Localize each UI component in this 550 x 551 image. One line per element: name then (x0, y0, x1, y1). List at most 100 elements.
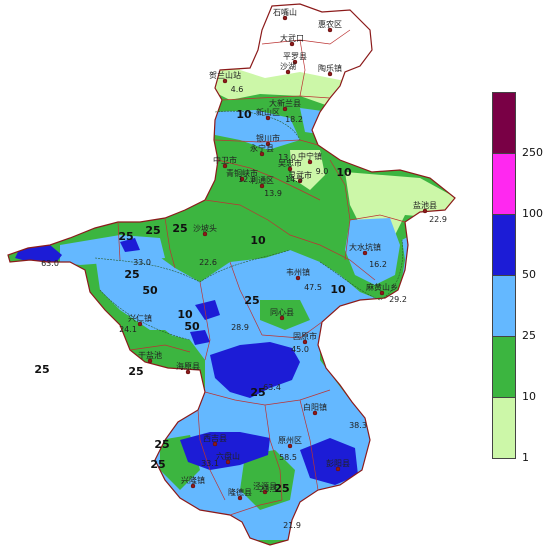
town-name: 干盐池 (138, 350, 162, 360)
town-name: 原州区 (278, 436, 302, 445)
rainfall-value: 38.3 (349, 421, 367, 430)
town-dot (239, 176, 245, 182)
town-name: 灵武市 (288, 170, 312, 180)
rainfall-value: 12.3 (238, 175, 256, 184)
rain-band-50-100-southeast (300, 438, 358, 485)
contour-value-label: 10 (330, 283, 346, 296)
town-name: 韦州镇 (286, 267, 310, 277)
town-name: 海原县 (176, 361, 200, 371)
town-name: 青铜峡市 (226, 168, 258, 178)
contour-value-label: 10 (177, 308, 193, 321)
value-labels: 4.6 18.2 13.0 9.0 14.313.9 12.3 22.9 16.2 29.2 47… (41, 85, 447, 530)
town-name: 麻黄山乡 (366, 282, 398, 292)
rainfall-value: 28.9 (231, 323, 249, 332)
rainfall-value: 21.9 (283, 521, 301, 530)
county-boundary (299, 39, 306, 97)
county-boundary (229, 499, 283, 516)
contour-value-label: 25 (145, 224, 160, 237)
legend-tick-label: 100 (522, 207, 543, 220)
rainfall-value: 33.1 (201, 459, 219, 468)
town-name: 吴忠市 (278, 158, 302, 168)
county-boundaries (117, 29, 406, 516)
contour-line (94, 249, 291, 283)
rainfall-value: 16.2 (369, 260, 387, 269)
town-dot (185, 369, 191, 375)
contour-value-label: 50 (184, 320, 200, 333)
rainfall-value: 23.3 (259, 485, 277, 494)
town-dot (362, 250, 368, 256)
legend-tick-label: 250 (522, 146, 543, 159)
town-name: 六盘山 (216, 451, 240, 461)
contour-line (99, 289, 191, 341)
legend-tick-label: 25 (522, 329, 536, 342)
town-dot (302, 339, 308, 345)
town-name: 盐池县 (413, 200, 437, 210)
county-boundary (221, 95, 331, 101)
rainfall-value: 33.0 (133, 258, 151, 267)
town-dot (282, 106, 288, 112)
county-boundary (264, 404, 283, 501)
county-boundary (214, 139, 319, 146)
town-dot (202, 231, 208, 237)
legend-color-box (492, 214, 516, 276)
county-boundary (164, 217, 176, 269)
rainfall-value: 63.0 (41, 259, 59, 268)
county-boundary (299, 399, 319, 491)
town-name: 白阳镇 (303, 402, 327, 412)
rainfall-value: 58.5 (279, 453, 297, 462)
rain-band-10-25-island-west (120, 330, 190, 380)
rainfall-value: 4.6 (231, 85, 244, 94)
town-name: 新山区 (256, 107, 280, 117)
contour-value-label: 25 (128, 365, 143, 378)
town-dot (137, 321, 143, 327)
town-dot (295, 275, 301, 281)
town-name: 沙湖 (280, 62, 296, 71)
town-dot (259, 183, 265, 189)
contour-value-label: 10 (336, 166, 352, 179)
rainfall-value: 9.0 (316, 167, 329, 176)
legend-tick-label: 1 (522, 451, 529, 464)
contour-value-label: 10 (250, 234, 266, 247)
town-dot (287, 166, 293, 172)
rainfall-value: 14.3 (285, 175, 303, 184)
town-dot (222, 78, 228, 84)
town-name: 银川市 (256, 133, 280, 143)
town-name: 陶乐镇 (318, 63, 342, 73)
rain-band-50-100-west (15, 245, 62, 264)
town-dot (287, 443, 293, 449)
town-dot (225, 459, 231, 465)
town-name: 兴隆镇 (181, 475, 205, 485)
county-boundary (199, 281, 211, 361)
contour-value-label: 25 (150, 458, 165, 471)
town-dot (292, 59, 298, 65)
town-dot (307, 159, 313, 165)
legend-color-box (492, 397, 516, 459)
town-dot (212, 441, 218, 447)
rain-band-50-100-spot-1 (195, 300, 220, 320)
town-name: 惠农区 (318, 19, 342, 29)
rain-band-10-25-island-centre (260, 300, 310, 330)
contour-value-label: 25 (250, 386, 265, 399)
precipitation-legend: 1 10 25 50 100 250 (492, 92, 550, 464)
contour-value-label: 25 (274, 482, 289, 495)
town-dot (147, 358, 153, 364)
rain-band-50-100-centre (210, 342, 300, 398)
town-dot (327, 71, 333, 77)
town-dot (190, 483, 196, 489)
town-name: 兴仁镇 (128, 313, 152, 323)
town-dot (289, 41, 295, 47)
rainfall-value: 13.9 (264, 189, 282, 198)
town-name: 平罗县 (283, 52, 307, 61)
county-boundary (329, 159, 351, 261)
legend-tick-label: 10 (522, 390, 536, 403)
rainfall-value: 29.2 (389, 295, 407, 304)
county-boundary (349, 214, 406, 223)
contour-value-label: 10 (236, 108, 252, 121)
town-dot (282, 15, 288, 21)
town-name: 大新兰县 (269, 98, 301, 108)
town-dot (297, 178, 303, 184)
town-dot (222, 163, 228, 169)
legend-color-box (492, 92, 516, 154)
town-dot (262, 489, 268, 495)
